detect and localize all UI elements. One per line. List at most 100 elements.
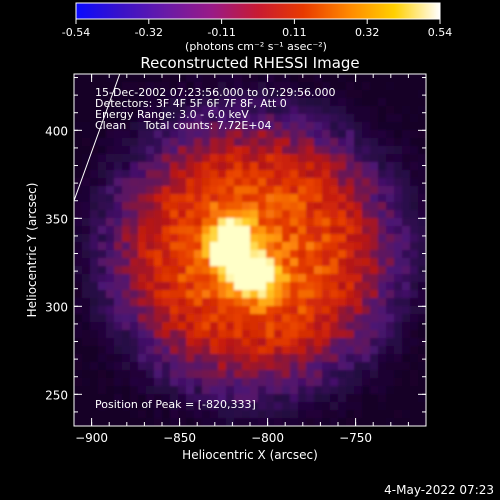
heatmap-cell: [226, 178, 235, 187]
heatmap-cell: [402, 178, 411, 187]
heatmap-cell: [290, 290, 299, 299]
heatmap-cell: [146, 370, 155, 379]
heatmap-cell: [258, 258, 267, 267]
heatmap-cell: [338, 274, 347, 283]
heatmap-cell: [186, 306, 195, 315]
heatmap-cell: [306, 402, 315, 411]
heatmap-cell: [202, 194, 211, 203]
heatmap-cell: [218, 370, 227, 379]
heatmap-cell: [202, 122, 211, 131]
heatmap-cell: [298, 298, 307, 307]
heatmap-cell: [242, 330, 251, 339]
heatmap-cell: [322, 122, 331, 131]
heatmap-cell: [370, 282, 379, 291]
heatmap-cell: [138, 282, 147, 291]
heatmap-cell: [226, 282, 235, 291]
heatmap-cell: [226, 370, 235, 379]
heatmap-cell: [74, 130, 83, 139]
heatmap-cell: [402, 202, 411, 211]
heatmap-cell: [130, 130, 139, 139]
heatmap-cell: [394, 162, 403, 171]
heatmap-cell: [226, 378, 235, 387]
heatmap-cell: [242, 314, 251, 323]
heatmap-cell: [250, 330, 259, 339]
heatmap-cell: [218, 106, 227, 115]
heatmap-cell: [234, 138, 243, 147]
heatmap-cell: [338, 194, 347, 203]
heatmap-cell: [122, 266, 131, 275]
heatmap-cell: [338, 298, 347, 307]
heatmap-cell: [418, 386, 426, 395]
heatmap-cell: [298, 194, 307, 203]
heatmap-cell: [234, 114, 243, 123]
heatmap-cell: [74, 194, 83, 203]
heatmap-cell: [394, 258, 403, 267]
heatmap-cell: [258, 266, 267, 275]
heatmap-cell: [306, 146, 315, 155]
heatmap-cell: [106, 378, 115, 387]
heatmap-cell: [162, 338, 171, 347]
heatmap-cell: [282, 106, 291, 115]
heatmap-cell: [202, 330, 211, 339]
heatmap-cell: [338, 250, 347, 259]
heatmap-cell: [274, 274, 283, 283]
heatmap-cell: [378, 250, 387, 259]
heatmap-cell: [114, 114, 123, 123]
heatmap-cell: [418, 250, 426, 259]
heatmap-cell: [146, 106, 155, 115]
heatmap-cell: [130, 378, 139, 387]
heatmap-cell: [346, 162, 355, 171]
heatmap-cell: [170, 154, 179, 163]
heatmap-cell: [202, 234, 211, 243]
heatmap-cell: [258, 210, 267, 219]
heatmap-cell: [162, 138, 171, 147]
heatmap-cell: [154, 370, 163, 379]
heatmap-cell: [242, 306, 251, 315]
heatmap-cell: [90, 186, 99, 195]
heatmap-cell: [266, 330, 275, 339]
heatmap-cell: [146, 114, 155, 123]
heatmap-cell: [354, 274, 363, 283]
colorbar-tick-label: 0.32: [355, 26, 380, 39]
heatmap-cell: [210, 394, 219, 403]
heatmap-cell: [114, 314, 123, 323]
heatmap-cell: [266, 242, 275, 251]
heatmap-cell: [274, 362, 283, 371]
heatmap-cell: [186, 402, 195, 411]
heatmap-cell: [146, 210, 155, 219]
heatmap-cell: [82, 178, 91, 187]
heatmap-cell: [298, 314, 307, 323]
heatmap-cell: [290, 98, 299, 107]
heatmap-cell: [354, 74, 363, 83]
heatmap-cell: [306, 122, 315, 131]
heatmap-cell: [154, 218, 163, 227]
heatmap-cell: [402, 130, 411, 139]
heatmap-cell: [338, 82, 347, 91]
heatmap-cell: [242, 338, 251, 347]
heatmap-cell: [282, 322, 291, 331]
heatmap-cell: [386, 266, 395, 275]
heatmap-cell: [218, 218, 227, 227]
heatmap-cell: [394, 186, 403, 195]
heatmap-cell: [386, 178, 395, 187]
heatmap-cell: [106, 346, 115, 355]
heatmap-cell: [418, 378, 426, 387]
heatmap-cell: [170, 322, 179, 331]
heatmap-cell: [114, 290, 123, 299]
heatmap-cell: [290, 250, 299, 259]
heatmap-cell: [218, 98, 227, 107]
heatmap-cell: [290, 298, 299, 307]
heatmap-cell: [378, 410, 387, 419]
heatmap-cell: [210, 138, 219, 147]
heatmap-cell: [418, 266, 426, 275]
heatmap-cell: [354, 418, 363, 426]
heatmap-cell: [90, 82, 99, 91]
heatmap-cell: [258, 218, 267, 227]
heatmap-cell: [178, 290, 187, 299]
heatmap-cell: [170, 330, 179, 339]
heatmap-cell: [90, 266, 99, 275]
heatmap-cell: [74, 354, 83, 363]
heatmap-cell: [354, 386, 363, 395]
heatmap-cell: [402, 82, 411, 91]
heatmap-cell: [74, 282, 83, 291]
